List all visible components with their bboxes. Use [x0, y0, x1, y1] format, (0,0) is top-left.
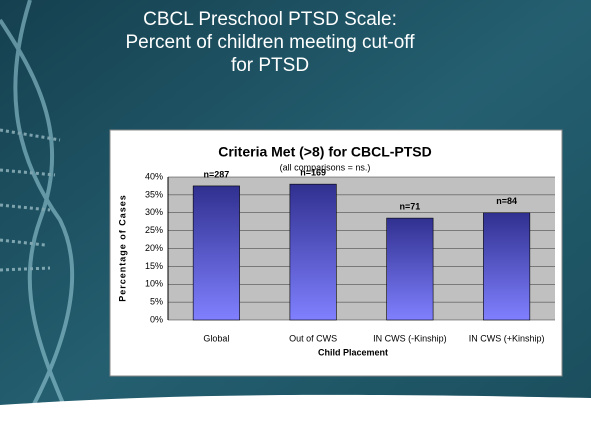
- x-tick-label: IN CWS (-Kinship): [373, 333, 447, 343]
- bar-annotation: n=71: [399, 201, 420, 211]
- bar: [386, 217, 434, 321]
- x-tick-label: Out of CWS: [289, 333, 337, 343]
- x-axis-label: Child Placement: [318, 347, 388, 357]
- bar: [483, 212, 531, 321]
- dna-decoration: [0, 0, 75, 431]
- y-axis-label: Percentage of Cases: [117, 194, 127, 302]
- footer-band: [0, 394, 591, 445]
- chart-subtitle: (all comparisons = ns.): [280, 162, 371, 172]
- chart-title: Criteria Met (>8) for CBCL-PTSD: [218, 144, 432, 160]
- y-tick-label: 25%: [145, 225, 163, 235]
- y-tick-label: 15%: [145, 261, 163, 271]
- bar-annotation: n=84: [496, 196, 517, 206]
- slide-title: CBCL Preschool PTSD Scale:: [143, 9, 397, 30]
- y-tick-label: 20%: [145, 243, 163, 253]
- bar: [289, 183, 337, 321]
- y-tick-label: 5%: [150, 297, 163, 307]
- y-tick-label: 40%: [145, 171, 163, 181]
- slide-title: Percent of children meeting cut-off: [125, 32, 415, 53]
- y-tick-label: 30%: [145, 207, 163, 217]
- x-tick-label: Global: [203, 333, 229, 343]
- bar-annotation: n=169: [300, 168, 326, 178]
- y-tick-label: 0%: [150, 314, 163, 324]
- y-tick-label: 35%: [145, 189, 163, 199]
- bar: [192, 185, 240, 321]
- bar-annotation: n=287: [203, 169, 229, 179]
- y-tick-label: 10%: [145, 279, 163, 289]
- slide-title: for PTSD: [231, 55, 309, 76]
- x-tick-label: IN CWS (+Kinship): [469, 333, 545, 343]
